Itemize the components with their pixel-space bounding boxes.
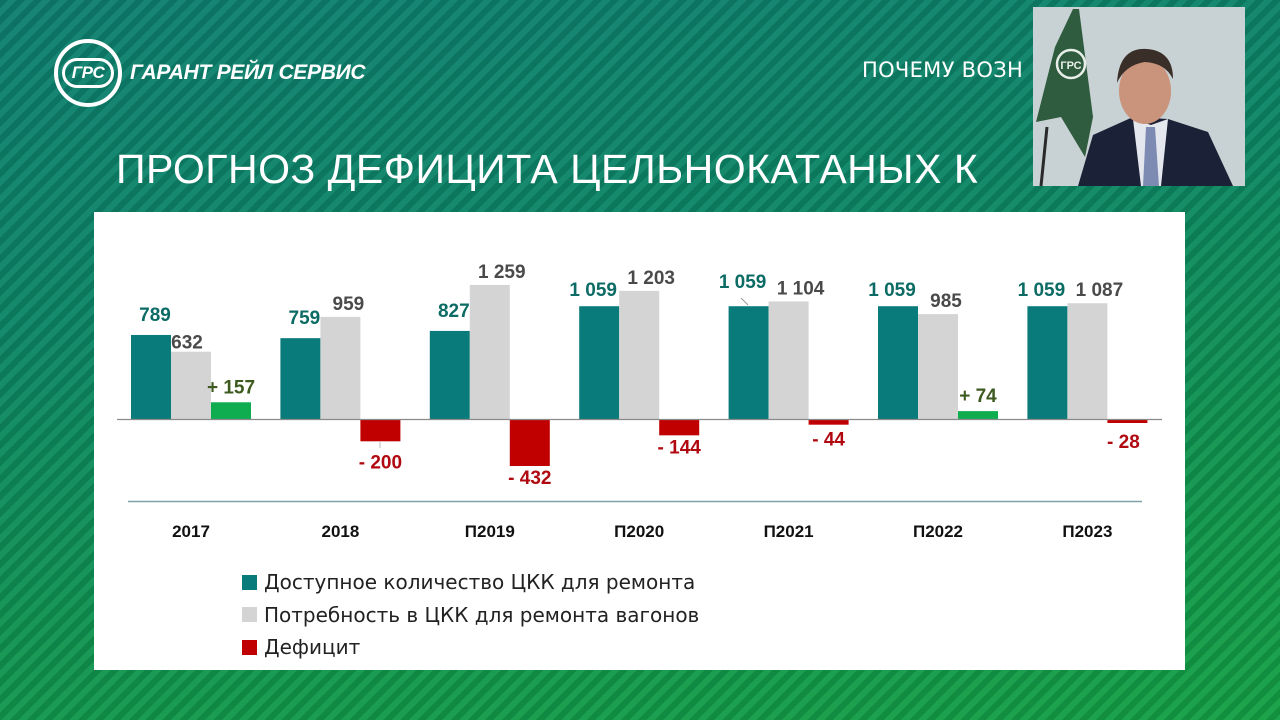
chart-legend: Доступное количество ЦКК для ремонта Пот… [242,566,699,664]
presenter-video-frame: ГРС [1033,7,1245,186]
section-title: ПОЧЕМУ ВОЗН [862,58,1024,82]
data-label-demand: 1 104 [777,278,825,299]
bar-demand [918,314,958,419]
category-label: П2020 [614,522,664,541]
data-label-deficit: - 28 [1107,432,1140,453]
category-label: П2021 [764,522,814,541]
category-label: П2023 [1062,522,1112,541]
company-flag [1036,9,1093,157]
data-label-deficit: - 200 [359,452,402,473]
bar-deficit [211,402,251,419]
bar-available [728,306,769,419]
grey-square-icon [242,607,257,623]
chart-bars [131,284,1148,467]
data-label-deficit: - 432 [508,468,551,489]
data-label-available: 827 [438,301,470,322]
data-label-demand: 1 087 [1076,280,1124,301]
data-label-demand: 959 [333,294,365,315]
slide-title: ПРОГНОЗ ДЕФИЦИТА ЦЕЛЬНОКАТАНЫХ К [116,146,979,192]
bar-demand [619,290,660,419]
red-square-icon [242,639,257,655]
data-label-available: 1 059 [569,280,617,301]
bar-available [131,334,171,419]
data-label-demand: 1 259 [478,262,526,283]
legend-label: Потребность в ЦКК для ремонта вагонов [264,602,700,627]
legend-label: Доступное количество ЦКК для ремонта [264,570,696,595]
legend-item-demand: Потребность в ЦКК для ремонта вагонов [242,599,699,632]
bar-available [1027,306,1068,419]
legend-item-deficit: Дефицит [242,631,699,664]
company-logo: ГРС ГАРАНТ РЕЙЛ СЕРВИС [54,39,366,107]
bar-demand [469,284,510,419]
data-label-demand: 985 [930,291,962,312]
bar-deficit [509,420,550,467]
bar-demand [1067,303,1108,419]
company-name: ГАРАНТ РЕЙЛ СЕРВИС [130,61,366,84]
bar-demand [768,301,809,419]
category-label: 2017 [172,522,210,541]
legend-item-available: Доступное количество ЦКК для ремонта [242,566,699,599]
bar-deficit [659,420,700,436]
bar-available [579,306,620,419]
data-label-available: 759 [289,308,321,329]
data-label-deficit: - 44 [812,430,845,451]
data-label-available: 1 059 [719,272,767,293]
bar-available [280,338,321,419]
data-label-deficit: + 74 [959,386,997,407]
flag-mark: ГРС [1060,60,1081,72]
flag-emblem-icon [1055,48,1087,80]
bar-demand [171,351,211,419]
chart-panel [94,212,1185,670]
category-label: 2018 [321,522,359,541]
data-label-available: 1 059 [868,280,916,301]
presenter-tie [1143,127,1159,186]
logo-mark: ГРС [62,58,114,88]
label-leader-line [740,297,749,306]
data-label-deficit: + 157 [207,377,255,398]
presenter-face [1119,58,1171,124]
bar-deficit [808,420,849,425]
category-label: П2019 [465,522,515,541]
teal-square-icon [242,574,257,590]
data-label-demand: 632 [171,333,203,354]
bar-available [429,330,470,419]
category-label: П2022 [913,522,963,541]
data-label-deficit: - 144 [658,437,702,458]
bar-deficit [958,411,998,419]
bar-deficit [1107,420,1148,423]
logo-emblem: ГРС [54,39,122,107]
data-label-available: 789 [139,305,171,326]
bar-demand [320,316,361,419]
presenter-hair [1117,48,1173,83]
data-label-demand: 1 203 [627,268,675,289]
data-label-available: 1 059 [1018,280,1066,301]
presenter-webcam-video: ГРС [1033,7,1245,186]
bar-deficit [360,420,401,442]
legend-label: Дефицит [264,635,361,660]
chart-category-labels: 2017 2018 П2019 П2020 П2021 П2022 П2023 [172,522,1112,541]
bar-available [878,306,918,419]
